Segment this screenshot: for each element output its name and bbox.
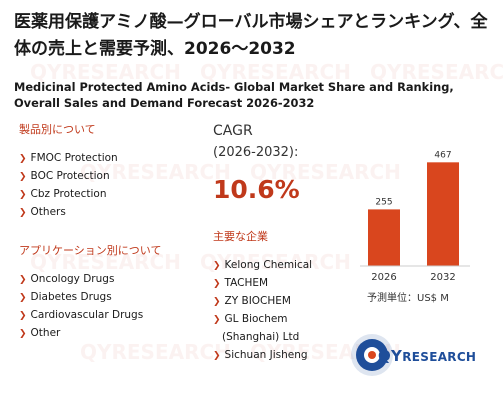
chevron-right-icon: ❯ [19, 172, 27, 182]
list-item: ❯ Cbz Protection [19, 185, 118, 203]
list-item: ❯ GL Biochem [213, 310, 312, 328]
chevron-right-icon: ❯ [19, 329, 27, 339]
page-subtitle: Medicinal Protected Amino Acids- Global … [14, 80, 454, 110]
applications-heading: アプリケーション別について [19, 244, 162, 257]
cagr-value: 10.6% [213, 175, 300, 204]
logo-text: QYRESEARCH [378, 347, 476, 365]
bar-value-label: 255 [375, 197, 392, 207]
list-item: ❯ Others [19, 203, 118, 221]
list-item: ❯ TACHEM [213, 274, 312, 292]
company-label: (Shanghai) Ltd [222, 331, 300, 343]
bar-2032 [427, 162, 459, 266]
chevron-right-icon: ❯ [213, 351, 221, 361]
qyresearch-logo [351, 334, 393, 376]
chevron-right-icon: ❯ [19, 154, 27, 164]
chevron-right-icon: ❯ [19, 190, 27, 200]
companies-heading: 主要な企業 [213, 230, 268, 243]
list-item: ❯ Kelong Chemical [213, 256, 312, 274]
list-item: ❯ Other [19, 324, 143, 342]
companies-list: ❯ Kelong Chemical ❯ TACHEM ❯ ZY BIOCHEM ❯ GL… [213, 256, 312, 364]
list-item: ❯ Diabetes Drugs [19, 288, 143, 306]
page-title: 医薬用保護アミノ酸—グローバル市場シェアとランキング、全体の売上と需要予測、20… [14, 12, 488, 59]
company-label: Kelong Chemical [224, 259, 313, 271]
x-tick-label: 2032 [430, 272, 455, 283]
product-label: FMOC Protection [30, 152, 118, 164]
application-label: Other [30, 327, 61, 339]
logo-text-qy: QY [378, 347, 403, 365]
products-heading: 製品別について [19, 123, 96, 136]
application-label: Oncology Drugs [30, 273, 115, 285]
chevron-right-icon: ❯ [19, 311, 27, 321]
products-list: ❯ FMOC Protection ❯ BOC Protection ❯ Cbz Pr… [19, 149, 118, 221]
application-label: Diabetes Drugs [30, 291, 112, 303]
company-label: GL Biochem [224, 313, 288, 325]
list-item: ❯ FMOC Protection [19, 149, 118, 167]
chart-unit-label: 予測単位：US$ M [367, 293, 449, 304]
chevron-right-icon: ❯ [213, 315, 221, 325]
product-label: Others [30, 206, 66, 218]
product-label: BOC Protection [30, 170, 110, 182]
list-item: ❯ ZY BIOCHEM [213, 292, 312, 310]
list-item: ❯ Cardiovascular Drugs [19, 306, 143, 324]
forecast-bar-chart: 255 2026 467 2032 [360, 150, 470, 283]
company-label: TACHEM [224, 277, 269, 289]
list-item: ❯ BOC Protection [19, 167, 118, 185]
chevron-right-icon: ❯ [213, 279, 221, 289]
bar-2026 [368, 209, 400, 266]
chevron-right-icon: ❯ [213, 261, 221, 271]
chevron-right-icon: ❯ [213, 297, 221, 307]
list-item: (Shanghai) Ltd [213, 328, 312, 346]
list-item: ❯ Oncology Drugs [19, 270, 143, 288]
chevron-right-icon: ❯ [19, 275, 27, 285]
cagr-period: (2026-2032): [213, 145, 299, 160]
chevron-right-icon: ❯ [19, 293, 27, 303]
company-label: Sichuan Jisheng [224, 349, 308, 361]
product-label: Cbz Protection [30, 188, 107, 200]
logo-text-research: RESEARCH [402, 350, 477, 364]
chevron-right-icon: ❯ [19, 208, 27, 218]
applications-list: ❯ Oncology Drugs ❯ Diabetes Drugs ❯ Cardiov… [19, 270, 143, 342]
application-label: Cardiovascular Drugs [30, 309, 144, 321]
company-label: ZY BIOCHEM [224, 295, 291, 307]
list-item: ❯ Sichuan Jisheng [213, 346, 312, 364]
bar-value-label: 467 [434, 150, 451, 160]
cagr-label: CAGR [213, 123, 253, 139]
watermark-logo: QYRESEARCH [80, 340, 231, 364]
x-tick-label: 2026 [371, 272, 396, 283]
